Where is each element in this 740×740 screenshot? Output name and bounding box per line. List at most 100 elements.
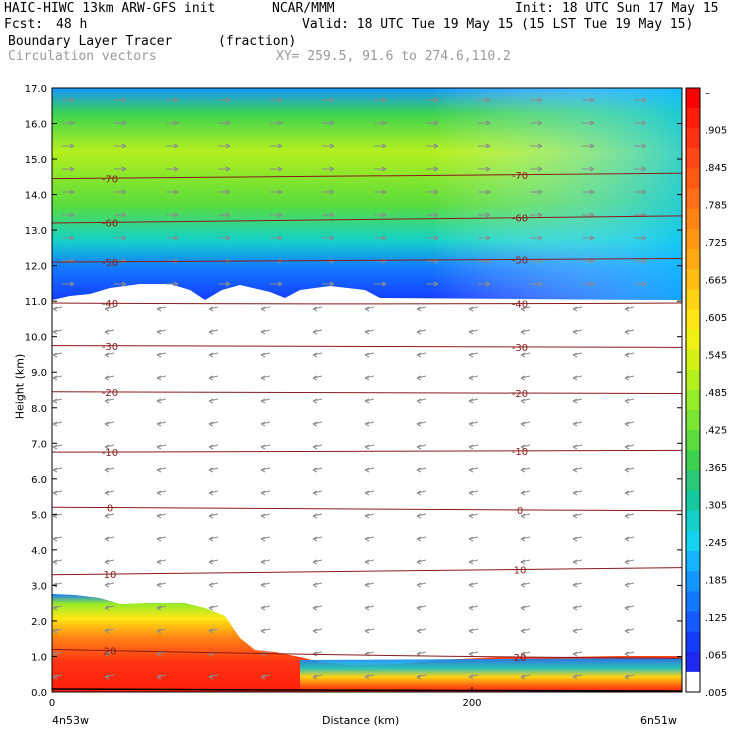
- vector-arrowhead: [260, 559, 266, 565]
- vector-arrowhead: [52, 306, 58, 312]
- vector-arrowhead: [364, 582, 370, 588]
- vector-arrowhead: [572, 375, 578, 381]
- y-tick-label: 3.0: [31, 581, 47, 592]
- vector-arrowhead: [468, 674, 474, 680]
- colorbar-label: .005: [705, 688, 727, 699]
- vector-arrowhead: [485, 97, 491, 103]
- vector-arrowhead: [52, 329, 58, 335]
- y-tick-label: 9.0: [31, 368, 47, 379]
- vector-arrowhead: [520, 306, 526, 312]
- y-tick-label: 8.0: [31, 404, 47, 415]
- contour-label: -20: [512, 389, 528, 400]
- vector-arrowhead: [104, 329, 110, 335]
- y-tick-label: 7.0: [31, 439, 47, 450]
- temperature-contour: [51, 172, 683, 180]
- temperature-contours: -70 -70 -60 -60 -50 -50 -40 -40 -30 -30 -20 -20 -10 -…: [51, 171, 683, 664]
- colorbar-swatch: [686, 430, 700, 451]
- vector-arrowhead: [277, 166, 283, 172]
- vector-arrowhead: [225, 166, 231, 172]
- vector-arrowhead: [572, 536, 578, 542]
- vector-arrowhead: [69, 97, 75, 103]
- valid-time: Valid: 18 UTC Tue 19 May 15 (15 LST Tue …: [302, 17, 694, 32]
- vector-arrowhead: [520, 329, 526, 335]
- colorbar-swatch: [686, 631, 700, 653]
- vector-arrowhead: [208, 628, 214, 634]
- y-tick-label: 16.0: [25, 120, 47, 131]
- vector-arrowhead: [624, 605, 630, 611]
- vector-arrowhead: [381, 212, 387, 218]
- y-axis-label: Height (km): [13, 353, 27, 420]
- vector-arrowhead: [624, 421, 630, 427]
- vector-arrowhead: [520, 352, 526, 358]
- colorbar: – .905 .845 .785 .725 .665 .605 .545 .485 .425 .36…: [685, 87, 727, 699]
- vector-arrowhead: [416, 674, 422, 680]
- vector-arrowhead: [537, 166, 543, 172]
- vector-arrowhead: [520, 421, 526, 427]
- temperature-contour: [51, 258, 683, 263]
- vector-arrowhead: [156, 513, 162, 519]
- vector-arrowhead: [364, 444, 370, 450]
- vector-arrowhead: [156, 674, 162, 680]
- vector-arrowhead: [416, 444, 422, 450]
- colorbar-swatch: [686, 490, 700, 512]
- vector-arrowhead: [312, 513, 318, 519]
- vector-arrowhead: [156, 352, 162, 358]
- vector-arrowhead: [156, 490, 162, 496]
- colorbar-label: .245: [705, 538, 727, 549]
- vector-arrowhead: [156, 306, 162, 312]
- colorbar-label: .605: [705, 313, 727, 324]
- vector-arrowhead: [589, 166, 595, 172]
- vector-arrowhead: [624, 398, 630, 404]
- contour-label: -10: [512, 447, 528, 458]
- vector-arrowhead: [208, 398, 214, 404]
- colorbar-swatch: [686, 289, 700, 310]
- field-title: Boundary Layer Tracer: [8, 34, 173, 49]
- contour-label: -40: [102, 299, 118, 310]
- vector-arrowhead: [173, 189, 179, 195]
- vector-arrowhead: [277, 120, 283, 126]
- vector-arrowhead: [104, 513, 110, 519]
- vector-arrowhead: [485, 189, 491, 195]
- vector-arrowhead: [312, 352, 318, 358]
- vector-arrowhead: [589, 235, 595, 241]
- vector-arrowhead: [104, 490, 110, 496]
- vector-arrowhead: [208, 352, 214, 358]
- colorbar-swatch: [686, 410, 700, 431]
- left-location: 4n53w: [52, 714, 89, 727]
- colorbar-swatch: [686, 228, 700, 250]
- vector-arrowhead: [468, 605, 474, 611]
- vector-arrowhead: [364, 352, 370, 358]
- vector-arrowhead: [624, 582, 630, 588]
- vector-arrowhead: [381, 120, 387, 126]
- vector-arrowhead: [156, 444, 162, 450]
- vector-arrowhead: [433, 212, 439, 218]
- vector-arrowhead: [537, 212, 543, 218]
- temperature-contour: [51, 449, 683, 453]
- vector-arrowhead: [416, 559, 422, 565]
- vector-arrowhead: [104, 306, 110, 312]
- vector-arrowhead: [468, 628, 474, 634]
- vector-arrowhead: [433, 97, 439, 103]
- vector-arrowhead: [641, 235, 647, 241]
- vector-arrowhead: [624, 467, 630, 473]
- vector-arrowhead: [121, 281, 127, 287]
- vector-arrowhead: [156, 651, 162, 657]
- vector-arrowhead: [468, 559, 474, 565]
- colorbar-frame: [685, 87, 701, 693]
- vector-arrowhead: [52, 375, 58, 381]
- vector-arrowhead: [52, 674, 58, 680]
- vector-arrowhead: [641, 189, 647, 195]
- colorbar-label: .305: [705, 501, 727, 512]
- colorbar-swatch: [686, 591, 700, 612]
- vector-arrowhead: [104, 582, 110, 588]
- vector-arrowhead: [329, 189, 335, 195]
- vector-arrowhead: [312, 490, 318, 496]
- vector-arrowhead: [364, 674, 370, 680]
- vector-arrowhead: [641, 166, 647, 172]
- vector-arrowhead: [52, 651, 58, 657]
- vector-arrowhead: [173, 281, 179, 287]
- vector-arrowhead: [260, 674, 266, 680]
- colorbar-swatch: [686, 269, 700, 290]
- contour-label: -70: [102, 174, 118, 185]
- vector-arrowhead: [468, 490, 474, 496]
